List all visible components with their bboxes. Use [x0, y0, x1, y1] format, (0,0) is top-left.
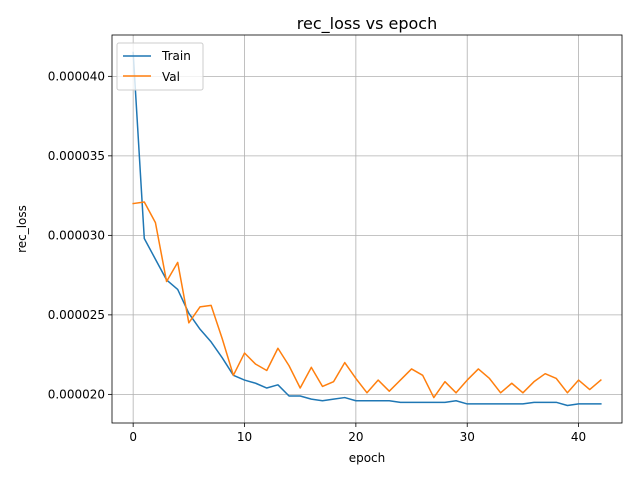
x-tick-label: 30: [460, 430, 475, 444]
legend: Train Val: [116, 42, 204, 91]
x-axis-label: epoch: [349, 451, 386, 465]
y-axis-label: rec_loss: [15, 205, 29, 253]
y-tick-label: 0.000025: [48, 308, 105, 322]
series-layer: [132, 51, 602, 407]
y-tick-label: 0.000040: [48, 69, 105, 83]
chart-title: rec_loss vs epoch: [297, 14, 437, 34]
x-tick-label: 20: [348, 430, 363, 444]
plot-area: [112, 35, 622, 423]
legend-label-train: Train: [161, 49, 191, 63]
ticks: 0 10 20 30 40 0.000020 0.000025 0.000030 0.00003…: [48, 69, 586, 444]
x-tick-label: 10: [237, 430, 252, 444]
series-line-train: [132, 51, 602, 407]
y-tick-label: 0.000035: [48, 149, 105, 163]
y-tick-label: 0.000020: [48, 387, 105, 401]
legend-box: [116, 42, 204, 91]
series-line-val: [132, 201, 602, 399]
x-tick-label: 40: [571, 430, 586, 444]
grid: [112, 35, 622, 423]
axes-frame: [111, 34, 623, 424]
legend-label-val: Val: [162, 70, 180, 84]
y-tick-label: 0.000030: [48, 228, 105, 242]
x-tick-label: 0: [129, 430, 137, 444]
